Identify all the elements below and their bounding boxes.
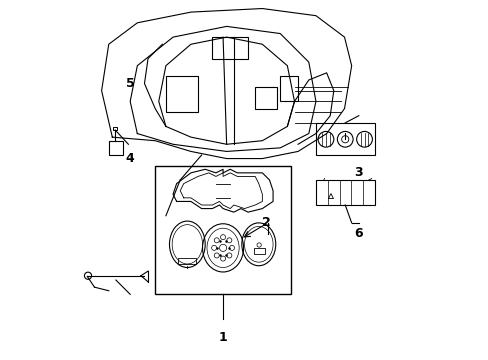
- Bar: [280, 76, 298, 102]
- Bar: [113, 127, 117, 130]
- Text: 5: 5: [125, 77, 134, 90]
- Bar: [165, 76, 198, 112]
- Text: 4: 4: [125, 152, 134, 165]
- Bar: [212, 37, 247, 59]
- Bar: [178, 257, 195, 264]
- Text: 6: 6: [354, 227, 363, 240]
- Bar: [108, 141, 123, 155]
- Bar: [155, 166, 290, 294]
- Text: 3: 3: [354, 166, 363, 179]
- Bar: [255, 87, 276, 109]
- Bar: [253, 248, 264, 254]
- Bar: [315, 180, 374, 205]
- Text: 2: 2: [261, 216, 270, 229]
- Bar: [315, 123, 374, 155]
- Text: 1: 1: [218, 331, 227, 344]
